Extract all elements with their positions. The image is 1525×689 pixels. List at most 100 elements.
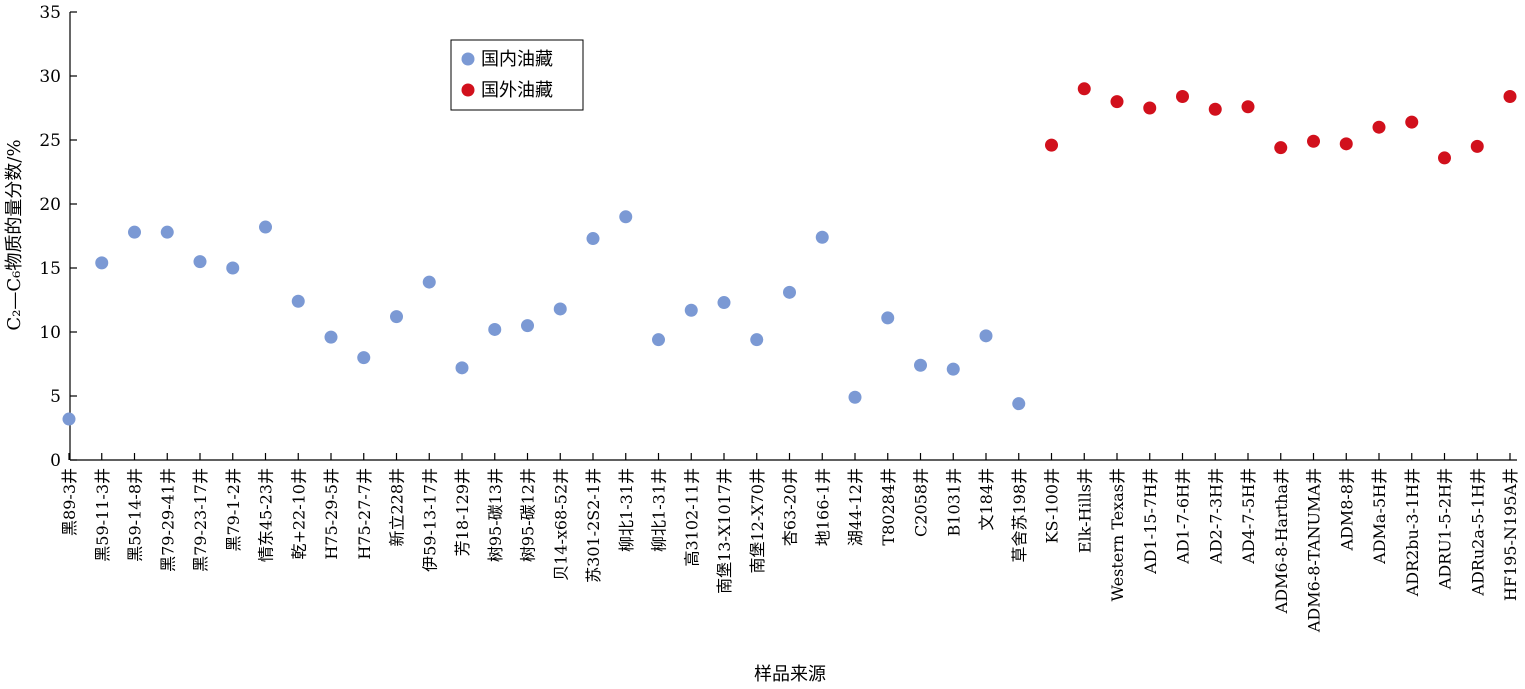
data-point-domestic (390, 310, 403, 324)
x-tick-label: 杏63-20井 (781, 468, 800, 546)
x-axis-title: 样品来源 (754, 664, 826, 685)
data-point-domestic (193, 255, 207, 269)
x-tick-label: B1031井 (944, 468, 963, 536)
y-tick-label: 25 (39, 131, 61, 151)
data-point-domestic (750, 333, 764, 347)
x-tick-label: ADRu2a-5-1H井 (1468, 468, 1487, 597)
x-tick-label: H75-29-5井 (322, 468, 341, 560)
x-tick-label: 湖44-12井 (846, 468, 865, 546)
x-tick-label: 黑79-29-41井 (158, 468, 177, 572)
legend-label-foreign: 国外油藏 (481, 80, 553, 101)
data-point-domestic (1012, 397, 1026, 411)
x-tick-label: ADMa-5H井 (1370, 468, 1389, 565)
x-tick-label: AD4-7-5H井 (1239, 468, 1258, 565)
data-point-domestic (979, 329, 993, 343)
x-tick-label: 芳18-129井 (453, 468, 472, 556)
x-tick-label: 树95-碳12井 (519, 468, 538, 562)
data-point-domestic (95, 256, 109, 270)
data-point-domestic (946, 362, 960, 376)
x-tick-label: 文184井 (977, 468, 996, 531)
x-tick-label: HF195-N195A井 (1501, 468, 1520, 601)
axes (69, 12, 1517, 461)
y-tick-label: 5 (50, 387, 61, 407)
x-tick-label: 黑59-11-3井 (93, 468, 112, 562)
data-point-foreign (1110, 95, 1124, 109)
x-tick-label: 南堡12-X70井 (748, 468, 767, 574)
data-point-foreign (1372, 120, 1386, 134)
legend-marker-foreign (461, 83, 475, 97)
x-tick-label: 黑79-1-2井 (224, 468, 243, 552)
x-tick-label: 贝14-x68-52井 (551, 468, 570, 581)
x-tick-label: T80284井 (879, 468, 898, 546)
x-tick-label: AD1-15-7H井 (1141, 468, 1160, 575)
y-tick-label: 20 (39, 195, 61, 215)
x-tick-label: C2058井 (912, 468, 931, 537)
y-tick-label: 10 (39, 323, 61, 343)
x-tick-label: 草舍苏198井 (1010, 468, 1029, 563)
x-tick-label: ADRU1-5-2H井 (1436, 468, 1455, 590)
data-point-foreign (1503, 89, 1517, 103)
x-axis-category-labels: 黑89-3井 黑59-11-3井 黑59-14-8井 黑79-29-41井 黑79-23… (60, 453, 1520, 633)
data-point-domestic (291, 294, 305, 308)
x-tick-label: Elk-Hills井 (1075, 468, 1094, 553)
x-tick-label: 苏301-2S2-1井 (584, 468, 603, 583)
data-point-foreign (1274, 141, 1288, 155)
data-point-domestic (553, 302, 567, 316)
data-point-domestic (422, 275, 436, 289)
data-point-domestic (684, 303, 698, 317)
x-tick-label: AD2-7-3H井 (1206, 468, 1225, 565)
data-point-foreign (1405, 115, 1419, 129)
data-point-foreign (1143, 101, 1157, 115)
data-points (62, 82, 1517, 426)
x-tick-label: ADM6-8-Hartha井 (1272, 468, 1291, 614)
data-point-foreign (1176, 89, 1189, 103)
data-point-foreign (1241, 100, 1255, 114)
x-tick-label: 伊59-13-17井 (420, 468, 439, 572)
data-point-domestic (521, 319, 534, 333)
x-tick-label: ADM6-8-TANUMA井 (1305, 468, 1324, 633)
x-tick-label: 新立228井 (388, 468, 407, 547)
x-tick-label: 柳北1-31井 (650, 468, 669, 552)
legend-label-domestic: 国内油藏 (481, 49, 553, 70)
data-point-domestic (455, 361, 469, 375)
x-tick-label: 南堡13-X1017井 (715, 468, 734, 594)
x-tick-label: Western Texas井 (1108, 468, 1127, 601)
x-tick-label: AD1-7-6H井 (1174, 468, 1193, 565)
data-point-domestic (652, 333, 665, 347)
data-point-domestic (357, 351, 371, 365)
data-point-domestic (160, 225, 174, 239)
data-point-foreign (1438, 151, 1451, 165)
data-point-domestic (62, 412, 76, 426)
data-point-domestic (226, 261, 240, 275)
data-point-domestic (717, 296, 731, 310)
data-point-domestic (619, 210, 633, 224)
data-point-foreign (1307, 134, 1320, 148)
data-point-foreign (1339, 137, 1353, 151)
x-tick-label: ADR2bu-3-1H井 (1403, 468, 1422, 597)
x-tick-label: H75-27-7井 (355, 468, 374, 560)
x-tick-label: 黑59-14-8井 (126, 468, 145, 562)
legend: 国内油藏 国外油藏 (450, 39, 584, 111)
data-point-domestic (783, 285, 796, 299)
x-tick-label: 黑79-23-17井 (191, 468, 210, 572)
data-point-domestic (324, 330, 338, 344)
data-point-domestic (128, 225, 141, 239)
data-point-domestic (848, 390, 862, 404)
x-tick-label: ADM8-8井 (1337, 468, 1356, 552)
x-tick-label: 乾+22-10井 (289, 468, 308, 560)
y-axis-ticks: 0 5 10 15 20 25 30 35 (39, 3, 77, 471)
data-point-foreign (1208, 102, 1222, 116)
data-point-foreign (1470, 139, 1484, 153)
y-tick-label: 0 (50, 451, 61, 471)
data-point-domestic (259, 220, 272, 234)
x-tick-label: 树95-碳13井 (486, 468, 505, 562)
legend-marker-domestic (461, 52, 475, 66)
data-point-domestic (881, 311, 895, 325)
data-point-domestic (586, 232, 600, 246)
y-tick-label: 15 (39, 259, 61, 279)
data-point-foreign (1077, 82, 1091, 96)
x-tick-label: 情东45-23井 (257, 468, 276, 562)
y-tick-label: 35 (39, 3, 61, 23)
x-tick-label: 地166-1井 (813, 468, 832, 546)
